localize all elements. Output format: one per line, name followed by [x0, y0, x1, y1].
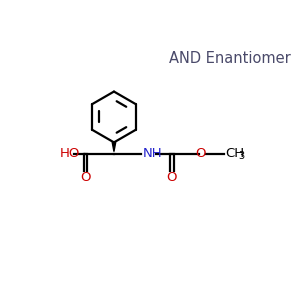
- Text: AND Enantiomer: AND Enantiomer: [169, 51, 290, 66]
- Text: CH: CH: [225, 147, 244, 160]
- Text: O: O: [166, 171, 177, 184]
- Text: O: O: [196, 147, 206, 160]
- Text: HO: HO: [60, 147, 80, 160]
- Text: O: O: [80, 171, 91, 184]
- Text: 3: 3: [239, 151, 245, 161]
- Text: NH: NH: [143, 147, 162, 160]
- Polygon shape: [112, 142, 116, 152]
